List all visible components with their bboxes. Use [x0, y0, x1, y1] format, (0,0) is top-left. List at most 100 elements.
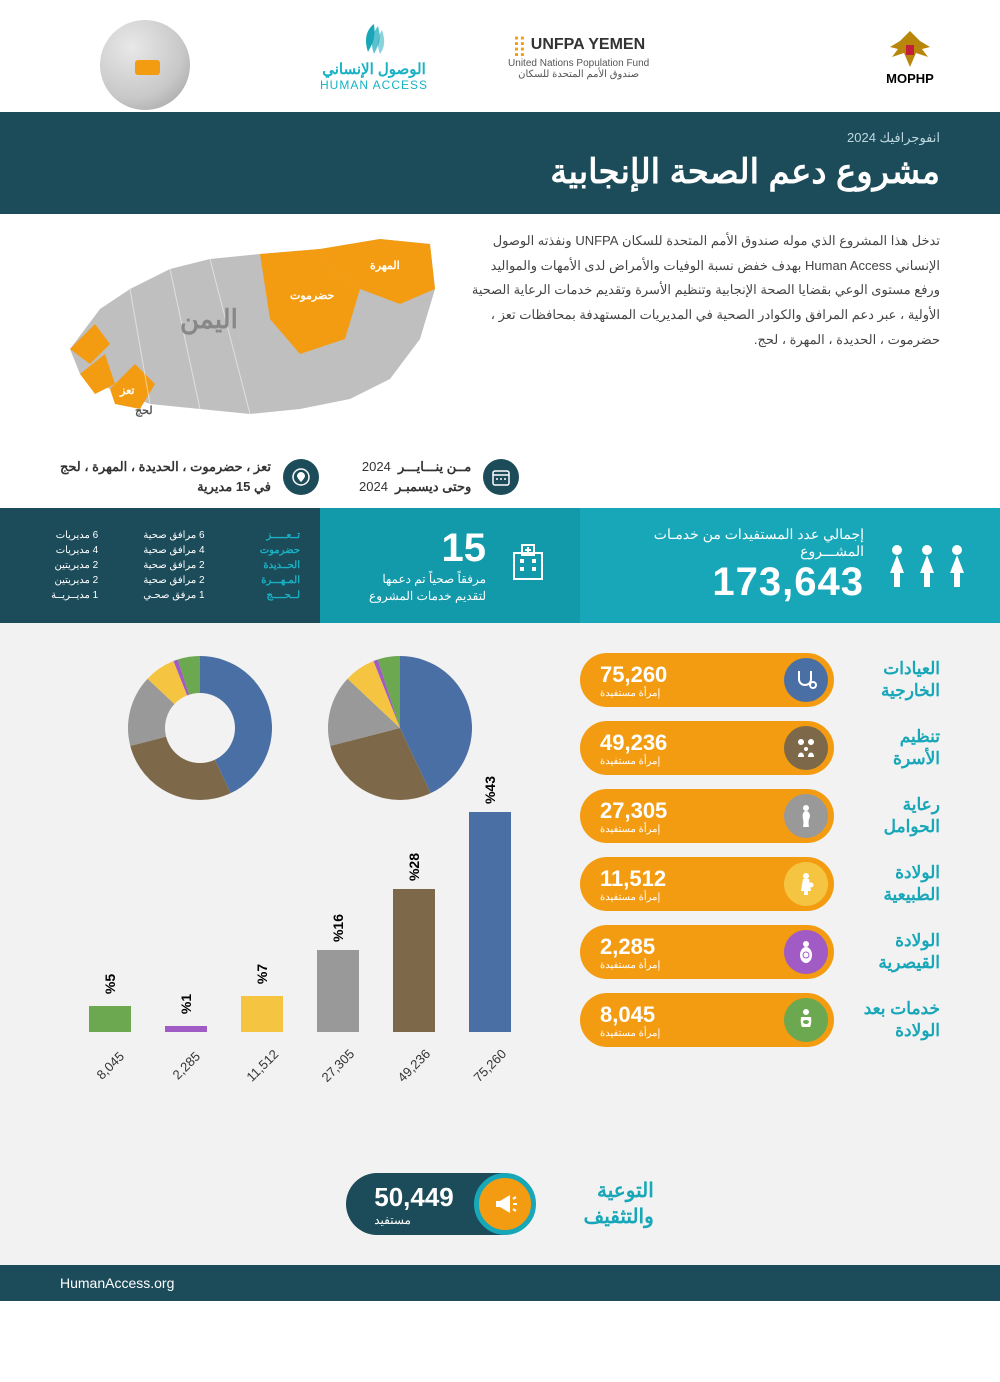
unfpa-sub-ar: صندوق الأمم المتحدة للسكان: [518, 69, 639, 80]
bar-percent: %43: [482, 776, 498, 804]
facility-count: 4 مرافق صحية: [112, 545, 204, 556]
facility-districts: 4 مديريات: [20, 545, 98, 556]
yemen-map: اليمن المهرة حضرموت تعز لحج: [60, 209, 440, 439]
bar-value-label: 27,305: [319, 1046, 358, 1085]
unfpa-main: UNFPA YEMEN: [531, 36, 645, 54]
service-title: رعاية الحوامل: [850, 794, 940, 838]
bar-group: %16 27,305: [312, 930, 364, 1073]
awareness-title: التوعية والتثقيف: [554, 1178, 654, 1230]
mophp-eagle-icon: [880, 27, 940, 71]
human-access-icon: [354, 20, 394, 60]
service-value: 49,236: [600, 730, 667, 756]
service-icon: [784, 998, 828, 1042]
bar-group: %5 8,045: [84, 986, 136, 1073]
service-value: 8,045: [600, 1002, 660, 1028]
ha-english: HUMAN ACCESS: [320, 78, 428, 92]
human-access-logo: الوصول الإنساني HUMAN ACCESS: [320, 20, 428, 92]
bar-value-label: 49,236: [395, 1046, 434, 1085]
facility-count: 2 مرافق صحية: [112, 560, 204, 571]
facility-districts: 2 مديريتين: [20, 575, 98, 586]
service-row: تنظيم الأسرة 49,236 إمرأة مستفيدة: [580, 721, 940, 775]
awareness-section: التوعية والتثقيف 50,449 مستفيد: [0, 1153, 1000, 1265]
bar-percent: %1: [178, 994, 194, 1014]
service-icon: [784, 794, 828, 838]
date-to-label: وحتى ديسمبـر: [395, 479, 471, 494]
unfpa-sub-en: United Nations Population Fund: [508, 58, 649, 69]
facility-gov: تــعـــــز: [219, 530, 300, 541]
service-pill: 49,236 إمرأة مستفيدة: [580, 721, 834, 775]
bar-rect: [469, 812, 511, 1032]
map-label-mahra: المهرة: [370, 259, 400, 272]
service-title: الولادة الطبيعية: [850, 862, 940, 906]
bar-rect: [89, 1006, 131, 1032]
infographic-year: انفوجرافيك 2024: [60, 130, 940, 146]
megaphone-icon: [474, 1173, 536, 1235]
total-beneficiaries-box: إجمالي عدد المستفيدات من خدمـات المشـــر…: [580, 508, 1000, 623]
globe-decoration: [100, 20, 190, 110]
location-icon: [283, 459, 319, 495]
service-value: 11,512: [600, 866, 666, 892]
service-icon: [784, 658, 828, 702]
bar-value-label: 2,285: [169, 1049, 203, 1083]
facility-count: 6 مرافق صحية: [112, 530, 204, 541]
facility-gov: حضرموت: [219, 545, 300, 556]
summary-strip: إجمالي عدد المستفيدات من خدمـات المشـــر…: [0, 508, 1000, 623]
unfpa-dots-icon: ⣿: [512, 33, 525, 58]
service-icon: [784, 726, 828, 770]
donut-chart: [125, 653, 275, 803]
service-pill: 75,260 إمرأة مستفيدة: [580, 653, 834, 707]
service-sub: إمرأة مستفيدة: [600, 892, 666, 903]
service-pill: 8,045 إمرأة مستفيدة: [580, 993, 834, 1047]
services-list: العيادات الخارجية 75,260 إمرأة مستفيدة ت…: [580, 653, 940, 1133]
service-title: الولادة القيصرية: [850, 930, 940, 974]
bar-value-label: 75,260: [471, 1046, 510, 1085]
facilities-box: 15 مرفقاً صحياً تم دعمها لتقديم خدمات ال…: [320, 508, 580, 623]
bar-percent: %7: [254, 964, 270, 984]
service-value: 2,285: [600, 934, 660, 960]
map-label-taiz: تعز: [120, 384, 134, 397]
map-label-hadramout: حضرموت: [290, 289, 334, 302]
bar-rect: [317, 950, 359, 1032]
service-title: العيادات الخارجية: [850, 658, 940, 702]
service-row: رعاية الحوامل 27,305 إمرأة مستفيدة: [580, 789, 940, 843]
service-sub: إمرأة مستفيدة: [600, 756, 667, 767]
facility-gov: الحــديدة: [219, 560, 300, 571]
service-icon: [784, 862, 828, 906]
service-row: خدمات بعد الولادة 8,045 إمرأة مستفيدة: [580, 993, 940, 1047]
service-sub: إمرأة مستفيدة: [600, 960, 660, 971]
service-sub: إمرأة مستفيدة: [600, 688, 667, 699]
calendar-icon: [483, 459, 519, 495]
facilities-label: مرفقاً صحياً تم دعمها لتقديم خدمات المشر…: [350, 571, 486, 605]
awareness-sub: مستفيد: [374, 1213, 454, 1227]
bar-group: %7 11,512: [236, 976, 288, 1073]
service-sub: إمرأة مستفيدة: [600, 824, 667, 835]
ha-arabic: الوصول الإنساني: [322, 60, 426, 78]
facility-districts: 1 مديــريــة: [20, 590, 98, 601]
service-row: العيادات الخارجية 75,260 إمرأة مستفيدة: [580, 653, 940, 707]
project-locations: تعز ، حضرموت ، الحديدة ، المهرة ، لحج في…: [60, 457, 319, 496]
service-pill: 2,285 إمرأة مستفيدة: [580, 925, 834, 979]
mophp-text: MOPHP: [886, 71, 934, 86]
hospital-icon: [506, 539, 550, 593]
service-icon: [784, 930, 828, 974]
bar-percent: %28: [406, 853, 422, 881]
facility-districts: 6 مديريات: [20, 530, 98, 541]
charts-area: %5 8,045 %1 2,285 %7 11,512 %16 27,305 %…: [60, 653, 540, 1133]
bar-rect: [241, 996, 283, 1032]
bar-value-label: 8,045: [93, 1049, 127, 1083]
bar-percent: %5: [102, 974, 118, 994]
awareness-value: 50,449: [374, 1182, 454, 1213]
facility-gov: لــحــــج: [219, 590, 300, 601]
beneficiaries-label: إجمالي عدد المستفيدات من خدمـات المشـــر…: [610, 526, 864, 560]
bar-chart: %5 8,045 %1 2,285 %7 11,512 %16 27,305 %…: [60, 833, 540, 1133]
bar-rect: [165, 1026, 207, 1032]
service-row: الولادة الطبيعية 11,512 إمرأة مستفيدة: [580, 857, 940, 911]
service-value: 75,260: [600, 662, 667, 688]
date-from-label: مــن ينـــايـــر: [398, 459, 471, 474]
map-label-lahj: لحج: [135, 404, 153, 417]
service-title: خدمات بعد الولادة: [850, 998, 940, 1042]
project-dates: مــن ينـــايـــر 2024 وحتى ديسمبـر 2024: [359, 457, 519, 496]
facility-count: 2 مرافق صحية: [112, 575, 204, 586]
bar-percent: %16: [330, 914, 346, 942]
bar-rect: [393, 889, 435, 1032]
